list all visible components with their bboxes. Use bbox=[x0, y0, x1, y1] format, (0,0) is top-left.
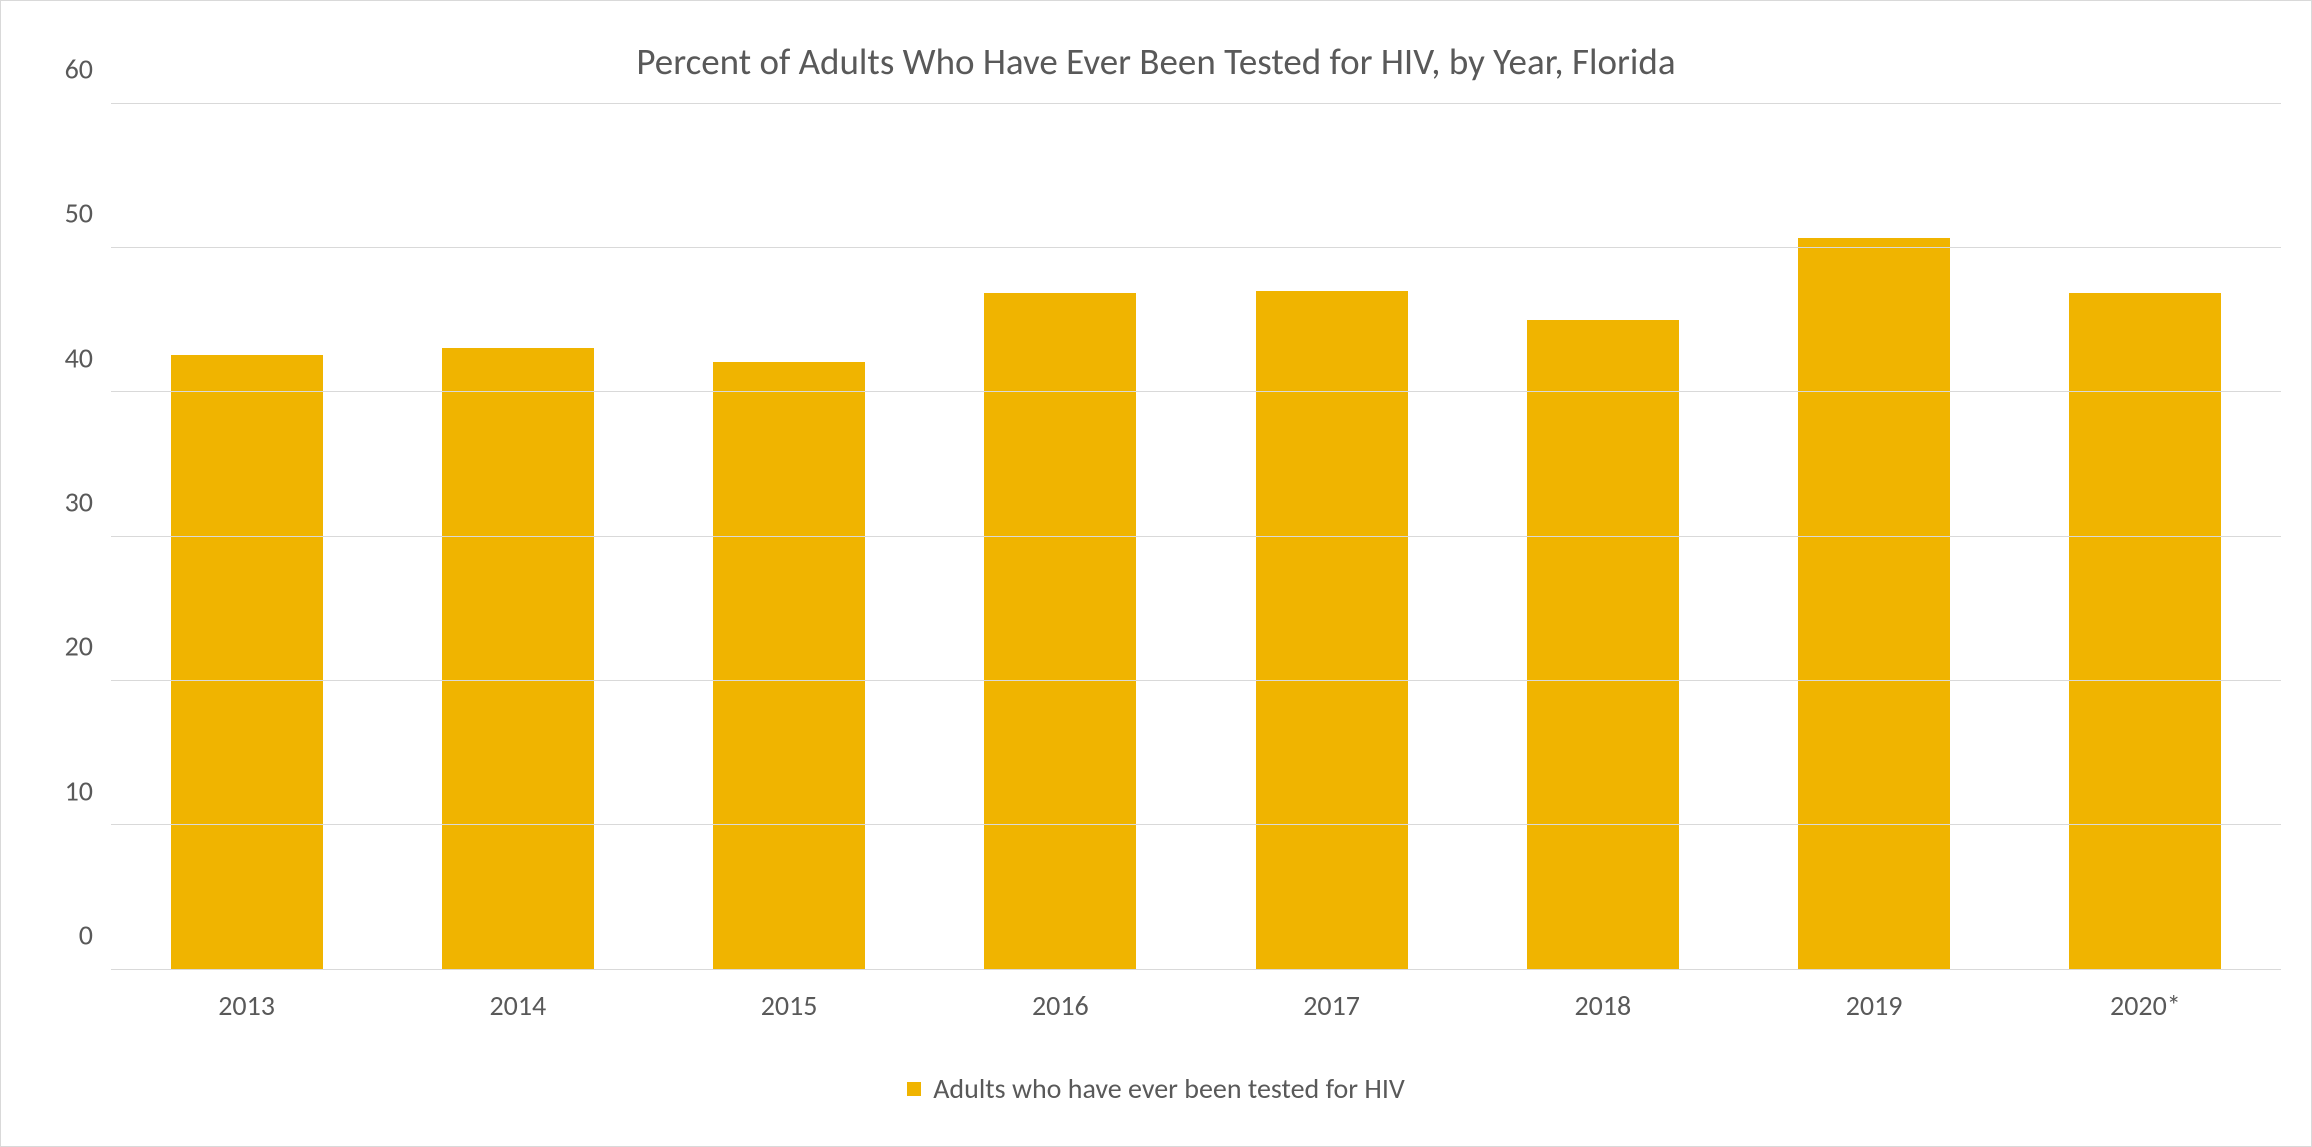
x-axis: 20132014201520162017201820192020* bbox=[111, 970, 2281, 1023]
x-tick-label: 2013 bbox=[111, 970, 382, 1023]
y-tick-label: 10 bbox=[65, 773, 93, 808]
bar-slot bbox=[1739, 104, 2010, 969]
plot-row: 0102030405060 bbox=[31, 104, 2281, 970]
bar-slot bbox=[382, 104, 653, 969]
x-tick-label: 2015 bbox=[654, 970, 925, 1023]
bar bbox=[171, 355, 323, 969]
chart-title: Percent of Adults Who Have Ever Been Tes… bbox=[31, 39, 2281, 84]
gridline bbox=[111, 391, 2281, 392]
bar bbox=[1256, 291, 1408, 969]
gridline bbox=[111, 103, 2281, 104]
bar-slot bbox=[925, 104, 1196, 969]
x-tick-label: 2014 bbox=[382, 970, 653, 1023]
gridline bbox=[111, 536, 2281, 537]
y-tick-label: 0 bbox=[79, 918, 93, 953]
x-tick-label: 2018 bbox=[1467, 970, 1738, 1023]
y-axis: 0102030405060 bbox=[31, 104, 111, 970]
bar bbox=[1798, 238, 1950, 969]
bar bbox=[1527, 320, 1679, 969]
y-tick-label: 60 bbox=[65, 52, 93, 87]
gridline bbox=[111, 247, 2281, 248]
gridline bbox=[111, 824, 2281, 825]
legend: Adults who have ever been tested for HIV bbox=[31, 1023, 2281, 1116]
plot-area bbox=[111, 104, 2281, 970]
x-tick-label: 2017 bbox=[1196, 970, 1467, 1023]
x-tick-label: 2016 bbox=[925, 970, 1196, 1023]
bars-layer bbox=[111, 104, 2281, 969]
bar bbox=[713, 362, 865, 969]
bar-slot bbox=[1196, 104, 1467, 969]
y-tick-label: 40 bbox=[65, 340, 93, 375]
y-tick-label: 50 bbox=[65, 196, 93, 231]
bar bbox=[984, 293, 1136, 969]
bar-slot bbox=[1467, 104, 1738, 969]
bar-slot bbox=[111, 104, 382, 969]
x-tick-label: 2020* bbox=[2010, 970, 2281, 1023]
x-tick-label: 2019 bbox=[1739, 970, 2010, 1023]
bar-slot bbox=[2010, 104, 2281, 969]
legend-label: Adults who have ever been tested for HIV bbox=[933, 1071, 1405, 1106]
y-tick-label: 30 bbox=[65, 485, 93, 520]
legend-swatch bbox=[907, 1082, 921, 1096]
y-tick-label: 20 bbox=[65, 629, 93, 664]
bar bbox=[2069, 293, 2221, 969]
bar-slot bbox=[654, 104, 925, 969]
gridline bbox=[111, 680, 2281, 681]
bar bbox=[442, 348, 594, 969]
chart-container: Percent of Adults Who Have Ever Been Tes… bbox=[0, 0, 2312, 1147]
